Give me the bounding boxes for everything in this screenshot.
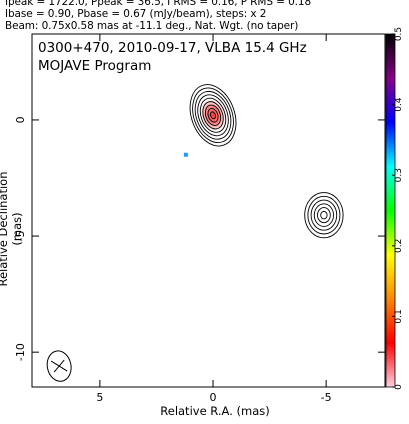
header-line-2: Ibase = 0.90, Pbase = 0.67 (mJy/beam), s… xyxy=(5,8,267,20)
core-contour xyxy=(194,90,232,140)
beam-cross xyxy=(53,359,65,373)
core-contour xyxy=(199,97,227,133)
y-tick-label: 0 xyxy=(14,116,27,123)
jet-contour xyxy=(313,203,334,227)
y-tick-label: -10 xyxy=(14,343,27,361)
core-contour xyxy=(202,101,224,130)
x-axis-label: Relative R.A. (mas) xyxy=(160,404,270,418)
colorbar-tick-label: 0.1 xyxy=(394,309,404,323)
jet-contour xyxy=(310,199,338,231)
x-tick-label: 5 xyxy=(96,391,103,404)
colorbar-tick-label: 0.3 xyxy=(394,168,404,182)
jet-contour xyxy=(320,210,328,220)
jet-contour xyxy=(307,195,341,235)
plot-frame xyxy=(31,33,386,388)
beam-ellipse xyxy=(46,350,72,382)
header-line-1: Ipeak = 1722.0, Ppeak = 36.5, I RMS = 0.… xyxy=(5,0,312,8)
core-contour xyxy=(189,84,237,147)
colorbar: 0 0.1 0.2 0.3 0.4 0.5 xyxy=(385,27,404,390)
core-contour xyxy=(192,87,234,143)
colorbar-tick-label: 0.4 xyxy=(394,97,404,112)
polarization-pixel xyxy=(183,152,188,157)
y-axis-label: Relative Declination (mas) xyxy=(0,171,24,287)
y-tick-label: -5 xyxy=(14,231,27,242)
colorbar-tick-label: 0.5 xyxy=(394,27,404,41)
jet-contour xyxy=(317,207,331,224)
core-contour xyxy=(210,111,217,120)
core-contour xyxy=(204,104,222,126)
core-contour xyxy=(207,108,219,123)
plot-subtitle: MOJAVE Program xyxy=(38,58,152,74)
colorbar-tick-label: 0 xyxy=(394,384,404,390)
header-line-3: Beam: 0.75x0.58 mas at -11.1 deg., Nat. … xyxy=(5,20,299,32)
colorbar-tick-label: 0.2 xyxy=(394,239,404,253)
plot-title: 0300+470, 2010-09-17, VLBA 15.4 GHz xyxy=(38,40,307,56)
contour-layer xyxy=(46,84,344,382)
jet-contour xyxy=(304,192,344,239)
x-tick-label: -5 xyxy=(321,391,332,404)
colorbar-strip xyxy=(385,33,396,388)
core-contour xyxy=(197,94,229,137)
x-tick-label: 0 xyxy=(210,391,217,404)
axis-ticks: 5 0 -5 0 -5 -10 xyxy=(14,34,385,404)
